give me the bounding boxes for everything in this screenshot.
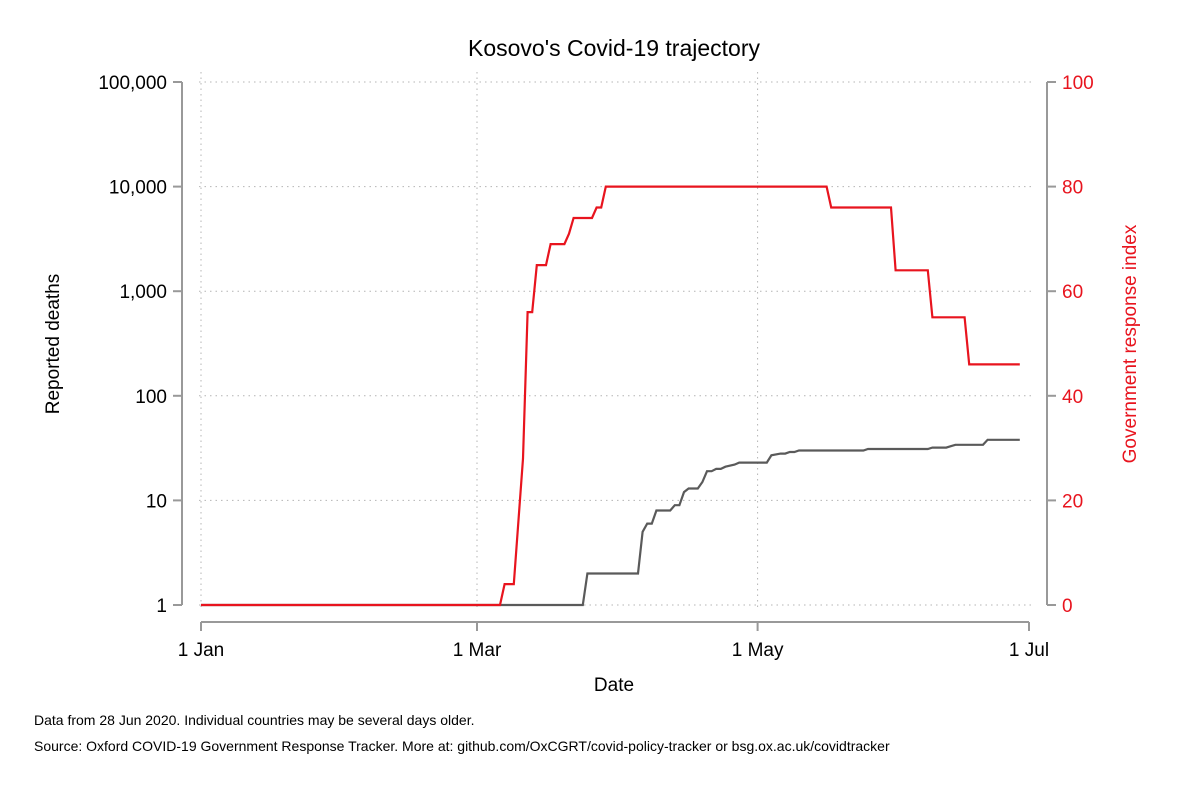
- y-right-tick-label: 60: [1062, 282, 1083, 303]
- y-right-tick-label: 0: [1062, 596, 1073, 617]
- x-axis-label: Date: [594, 675, 634, 696]
- footnote-data-date: Data from 28 Jun 2020. Individual countr…: [34, 712, 475, 728]
- x-tick-label: 1 Mar: [453, 640, 502, 661]
- y-left-tick-label: 1: [156, 596, 167, 617]
- chart-title: Kosovo's Covid-19 trajectory: [468, 35, 761, 61]
- y-left-tick-label: 10: [146, 491, 167, 512]
- x-tick-label: 1 Jan: [178, 640, 224, 661]
- gridlines: [199, 72, 1031, 609]
- x-tick-label: 1 Jul: [1009, 640, 1049, 661]
- series: [201, 185, 1020, 607]
- y-left-tick-label: 10,000: [109, 178, 167, 199]
- chart: Kosovo's Covid-19 trajectory 1 10 100 1,000…: [43, 35, 1141, 696]
- y-axis-right-label: Government response index: [1120, 224, 1141, 463]
- y-left-tick-label: 100: [135, 387, 167, 408]
- y-right-tick-label: 80: [1062, 178, 1083, 199]
- y-right-tick-label: 20: [1062, 491, 1083, 512]
- y-right-tick-label: 100: [1062, 73, 1094, 94]
- footnote-source: Source: Oxford COVID-19 Government Respo…: [34, 738, 890, 754]
- response-index-line: [201, 185, 1020, 607]
- y-right-tick-label: 40: [1062, 387, 1083, 408]
- y-axis-left-label: Reported deaths: [43, 274, 64, 415]
- y-left-tick-label: 1,000: [119, 282, 167, 303]
- axes: 1 10 100 1,000 10,000 100,000 0 20 40 60 80 100 1 Ja…: [98, 73, 1093, 661]
- deaths-line: [201, 438, 1020, 607]
- y-left-tick-label: 100,000: [98, 73, 167, 94]
- x-tick-label: 1 May: [732, 640, 784, 661]
